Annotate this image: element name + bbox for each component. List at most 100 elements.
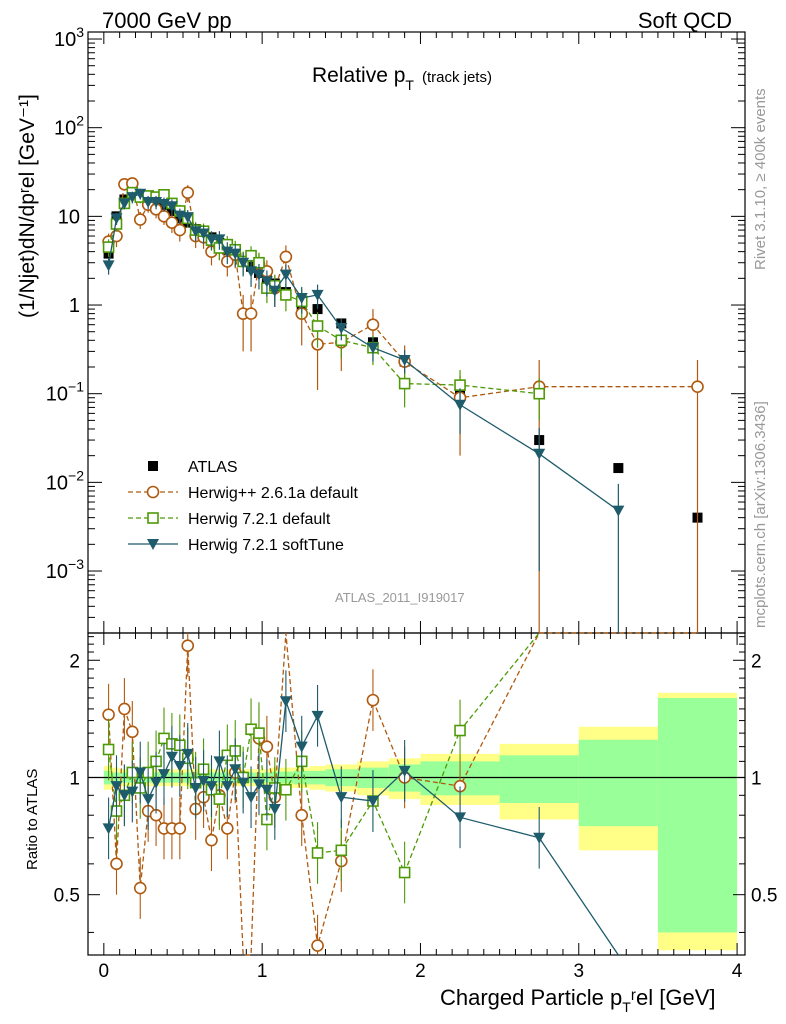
softtune-point bbox=[134, 188, 147, 200]
softtune-point bbox=[260, 276, 273, 288]
y-tick-label: 1 bbox=[69, 295, 80, 317]
softtune-point bbox=[252, 269, 265, 281]
herwigpp-point bbox=[295, 808, 309, 822]
softtune-point bbox=[147, 539, 159, 550]
softtune-point bbox=[102, 823, 115, 835]
mcplots-reference-label: mcplots.cern.ch [arXiv:1306.3436] bbox=[752, 401, 769, 628]
softtune-point bbox=[295, 293, 308, 305]
softtune-legend-label: Herwig 7.2.1 softTune bbox=[188, 537, 344, 554]
softtune-point bbox=[150, 777, 163, 789]
plot-title: Relative pT (track jets) bbox=[312, 64, 492, 93]
x-label-sub: T bbox=[622, 999, 631, 1015]
analysis-id-label: ATLAS_2011_I919017 bbox=[335, 590, 465, 605]
herwig721-point bbox=[102, 743, 115, 756]
herwigpp-point bbox=[102, 708, 115, 721]
softtune-point bbox=[229, 764, 242, 776]
softtune-point bbox=[366, 342, 379, 354]
softtune-point bbox=[398, 354, 411, 366]
y-tick-label: 10 bbox=[58, 206, 80, 228]
herwigpp-point bbox=[181, 186, 195, 199]
stat-band-bin bbox=[578, 739, 658, 827]
main-frame bbox=[87, 31, 746, 634]
softtune-point bbox=[245, 792, 258, 804]
y-tick-label: 103 bbox=[54, 24, 84, 51]
header-left-beam-label: 7000 GeV pp bbox=[102, 8, 232, 33]
softtune-point bbox=[237, 777, 250, 789]
stat-band-bin bbox=[499, 755, 579, 803]
main-plot-series bbox=[102, 177, 704, 633]
herwigpp-point bbox=[173, 822, 187, 835]
softtune-point bbox=[311, 710, 324, 722]
softtune-line bbox=[107, 192, 619, 512]
y-tick-label: 10−3 bbox=[46, 556, 84, 583]
herwigpp-point bbox=[126, 725, 139, 739]
softtune-point bbox=[165, 201, 178, 213]
herwig721-legend-label: Herwig 7.2.1 default bbox=[188, 511, 331, 528]
herwigpp-point bbox=[279, 250, 293, 264]
softtune-point bbox=[126, 192, 139, 204]
softtune-point bbox=[126, 786, 139, 798]
softtune-point bbox=[221, 781, 234, 793]
y-tick-label: 10−1 bbox=[46, 379, 84, 406]
softtune-point bbox=[533, 448, 546, 460]
x-axis-label: Charged Particle pTʳel [GeV] bbox=[440, 985, 716, 1015]
ratio-y-tick-label-right: 2 bbox=[751, 651, 762, 672]
softtune-point bbox=[205, 781, 218, 793]
softtune-point bbox=[118, 198, 131, 210]
softtune-point bbox=[181, 212, 194, 224]
softtune-point bbox=[268, 285, 281, 297]
herwigpp-point bbox=[244, 307, 258, 320]
softtune-point bbox=[157, 769, 170, 781]
softtune-point bbox=[181, 748, 194, 760]
axes-frames: 0 1 2 3 4 10−3 10−2 10−1 1 10 102 103 0.5 0.5 1 1 2 2 bbox=[46, 24, 778, 982]
herwigpp-point bbox=[118, 702, 131, 716]
herwig721-point bbox=[102, 241, 115, 253]
softtune-point bbox=[295, 741, 308, 753]
title-paren: (track jets) bbox=[421, 69, 492, 86]
ratio-y-tick-label: 2 bbox=[69, 651, 80, 672]
stat-band-bin bbox=[657, 698, 738, 933]
y-axis-label-ratio: Ratio to ATLAS bbox=[24, 768, 41, 870]
herwigpp-point bbox=[691, 380, 704, 393]
softtune-point bbox=[252, 779, 265, 791]
ratio-uncertainty-bands bbox=[103, 692, 738, 951]
ratio-frame bbox=[87, 632, 746, 956]
y-axis-label-main: (1/Njet)dN/dpʳel [GeV⁻¹] bbox=[16, 94, 39, 318]
herwig721-point bbox=[398, 377, 411, 390]
softtune-point bbox=[366, 796, 379, 808]
softtune-point bbox=[454, 812, 467, 824]
herwigpp-point bbox=[260, 740, 274, 753]
title-main: Relative p bbox=[312, 64, 406, 87]
ratio-y-tick-label: 1 bbox=[69, 768, 80, 789]
y-tick-label: 10−2 bbox=[46, 467, 84, 494]
herwigpp-point bbox=[146, 485, 160, 499]
softtune-point bbox=[398, 765, 411, 777]
rivet-version-label: Rivet 3.1.10, ≥ 400k events bbox=[752, 88, 769, 270]
atlas-data-point bbox=[613, 463, 624, 474]
softtune-point bbox=[142, 197, 155, 209]
herwig721-point bbox=[280, 783, 292, 796]
softtune-point bbox=[335, 792, 348, 804]
y-tick-label: 102 bbox=[54, 113, 84, 140]
softtune-point bbox=[311, 289, 324, 301]
softtune-point bbox=[205, 234, 218, 246]
softtune-point bbox=[268, 803, 281, 815]
herwigpp-point bbox=[110, 857, 123, 871]
ratio-plot-series bbox=[102, 632, 698, 956]
herwigpp-point bbox=[173, 223, 187, 237]
herwigpp-point bbox=[205, 833, 218, 847]
softtune-point bbox=[165, 751, 178, 763]
ratio-y-tick-label-right: 0.5 bbox=[751, 886, 777, 907]
softtune-point bbox=[110, 213, 123, 225]
x-label-main: Charged Particle p bbox=[440, 985, 623, 1010]
softtune-point bbox=[279, 696, 292, 708]
atlas-data-point bbox=[148, 461, 158, 471]
herwigpp-point bbox=[366, 318, 380, 331]
x-tick-label: 4 bbox=[732, 961, 743, 982]
x-tick-label: 0 bbox=[99, 961, 110, 982]
herwig721-point bbox=[147, 512, 159, 524]
title-sub: T bbox=[405, 77, 414, 93]
softtune-point bbox=[279, 269, 292, 281]
herwig721-point bbox=[335, 844, 348, 857]
